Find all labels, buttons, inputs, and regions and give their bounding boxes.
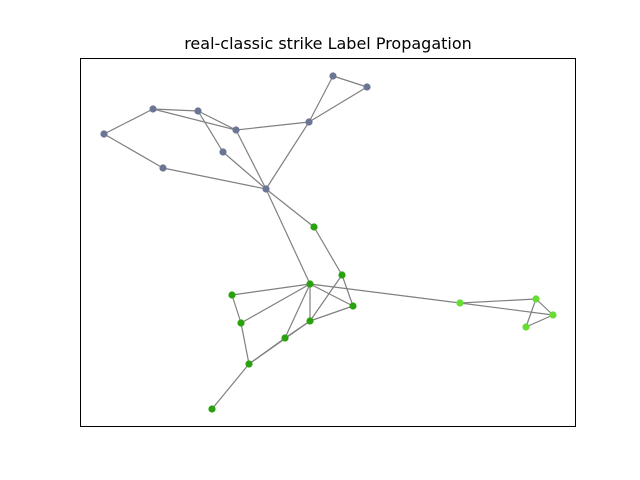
node-12 — [306, 280, 314, 288]
node-8 — [159, 164, 167, 172]
node-6 — [100, 130, 108, 138]
node-15 — [237, 319, 245, 327]
nodes-layer — [100, 72, 557, 413]
edge-20-21 — [459, 298, 537, 304]
edge-3-4 — [152, 108, 199, 112]
node-23 — [522, 323, 530, 331]
node-7 — [219, 148, 227, 156]
edge-9-10 — [265, 188, 315, 228]
edge-10-11 — [313, 226, 343, 276]
edge-2-5 — [235, 121, 310, 131]
edge-7-9 — [222, 151, 267, 190]
node-9 — [262, 185, 270, 193]
edge-16-14 — [309, 305, 354, 322]
edge-12-15 — [240, 283, 311, 324]
node-20 — [456, 299, 464, 307]
edge-21-23 — [525, 298, 537, 328]
node-21 — [532, 295, 540, 303]
edge-2-9 — [265, 121, 310, 190]
plot-frame — [80, 58, 576, 427]
chart-title: real-classic strike Label Propagation — [184, 34, 472, 53]
edge-15-18 — [240, 322, 250, 365]
edge-9-12 — [265, 188, 311, 285]
edge-22-23 — [525, 314, 554, 328]
edge-0-1 — [332, 75, 368, 88]
edge-12-17 — [284, 283, 311, 339]
edges-layer — [103, 75, 554, 410]
edge-6-8 — [103, 133, 164, 169]
edge-18-19 — [211, 363, 250, 410]
node-4 — [194, 107, 202, 115]
edge-11-16 — [309, 274, 343, 322]
node-14 — [349, 302, 357, 310]
node-2 — [305, 118, 313, 126]
node-19 — [208, 405, 216, 413]
edge-3-5 — [152, 108, 237, 131]
edge-4-7 — [197, 110, 224, 153]
edge-20-22 — [459, 302, 554, 316]
node-17 — [281, 334, 289, 342]
node-0 — [329, 72, 337, 80]
node-3 — [149, 105, 157, 113]
edge-21-22 — [535, 298, 554, 316]
node-18 — [245, 360, 253, 368]
node-5 — [232, 126, 240, 134]
node-10 — [310, 223, 318, 231]
edge-8-9 — [162, 167, 267, 190]
node-13 — [228, 291, 236, 299]
edge-5-9 — [235, 129, 267, 190]
node-16 — [306, 317, 314, 325]
node-1 — [363, 83, 371, 91]
edge-4-5 — [197, 110, 237, 131]
edge-16-18 — [248, 320, 311, 365]
edge-11-14 — [341, 274, 354, 307]
edge-13-15 — [231, 294, 242, 324]
edge-3-6 — [103, 108, 154, 135]
edge-1-2 — [308, 86, 368, 123]
edge-12-13 — [231, 283, 311, 296]
node-11 — [338, 271, 346, 279]
edge-12-20 — [309, 283, 461, 304]
node-22 — [549, 311, 557, 319]
edge-0-2 — [308, 75, 334, 123]
edge-12-14 — [309, 283, 354, 307]
